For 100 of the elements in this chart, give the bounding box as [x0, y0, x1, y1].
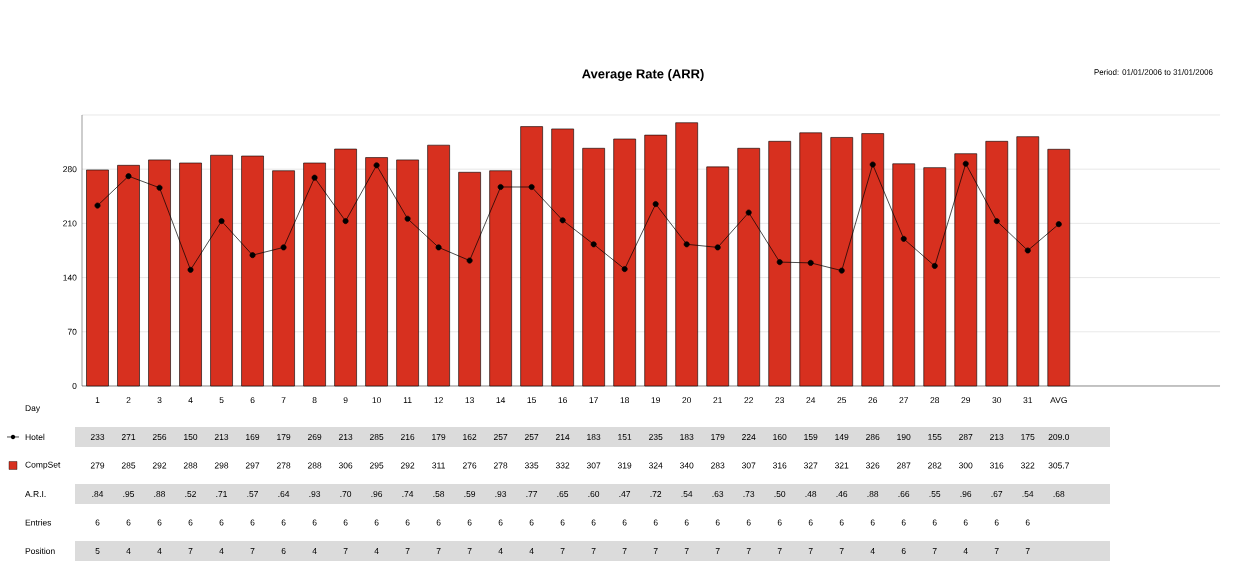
x-tick-label: 20 — [682, 397, 692, 404]
text: 4 — [157, 548, 162, 554]
data-label: 209.0 — [1048, 433, 1070, 440]
text: .58 — [433, 490, 445, 497]
x-tick-label: 31 — [1023, 397, 1033, 404]
text: 4 — [219, 548, 224, 554]
text: .57 — [247, 491, 258, 497]
text: .95 — [123, 490, 135, 497]
x-tick-label: 27 — [899, 397, 909, 404]
data-label: 292 — [400, 462, 415, 469]
text: 6 — [281, 519, 286, 526]
x-tick-label: AVG — [1050, 397, 1067, 404]
text: .68 — [1053, 490, 1065, 497]
x-tick-label: 9 — [343, 397, 348, 404]
text: 6 — [777, 519, 782, 526]
text: .50 — [774, 490, 786, 497]
data-label: 295 — [369, 462, 384, 469]
text: 7 — [591, 548, 596, 554]
x-tick-label: 7 — [281, 397, 286, 403]
x-axis-title: Day — [25, 405, 41, 413]
text: .71 — [216, 491, 227, 497]
text: .72 — [650, 491, 662, 497]
text: 6 — [932, 519, 937, 526]
point — [311, 174, 318, 181]
point — [962, 160, 969, 167]
point — [342, 218, 349, 225]
data-label: 282 — [928, 462, 942, 469]
data-label: 300 — [958, 462, 973, 469]
data-label: 324 — [648, 462, 663, 469]
text: 7 — [808, 548, 813, 554]
text: .84 — [92, 490, 104, 497]
point — [807, 259, 814, 266]
text: .55 — [929, 491, 941, 497]
data-label: 190 — [897, 433, 911, 440]
x-tick-label: 3 — [157, 397, 162, 404]
text: 6 — [157, 519, 162, 526]
text: 6 — [901, 547, 906, 554]
text: A.R.I. — [25, 491, 46, 497]
x-tick-label: 1 — [95, 397, 100, 403]
data-label: 286 — [866, 433, 880, 440]
text: 6 — [219, 519, 224, 526]
text: 6 — [188, 519, 193, 526]
point — [652, 201, 659, 207]
text: 6 — [746, 519, 751, 526]
text: .96 — [960, 490, 972, 497]
text: 6 — [994, 519, 999, 526]
x-tick-label: 19 — [651, 397, 660, 404]
text: 6 — [281, 547, 286, 554]
text: .74 — [402, 491, 414, 497]
text: .63 — [712, 490, 724, 497]
text: 4 — [870, 548, 875, 554]
x-tick-label: 25 — [837, 397, 847, 404]
data-label: 183 — [680, 433, 694, 440]
point — [745, 209, 752, 216]
text: 4 — [529, 548, 534, 554]
text: 6 — [715, 519, 720, 526]
text: 6 — [498, 519, 503, 526]
text: 7 — [715, 548, 720, 554]
data-label: 321 — [834, 462, 849, 469]
data-label: 316 — [772, 462, 787, 469]
text: .88 — [867, 490, 879, 497]
text: .93 — [309, 490, 321, 497]
x-tick-label: 10 — [372, 397, 381, 404]
text: .70 — [340, 490, 352, 497]
text: 6 — [405, 519, 410, 526]
text: 7 — [250, 548, 255, 554]
point — [466, 257, 473, 264]
text: .64 — [278, 490, 290, 497]
data-label: 179 — [711, 433, 725, 440]
text: .67 — [991, 490, 1003, 497]
x-tick-label: 22 — [744, 397, 753, 404]
text: .93 — [495, 490, 507, 497]
data-label: 160 — [773, 433, 787, 440]
text: 4 — [312, 548, 317, 554]
point — [249, 252, 256, 259]
point — [621, 266, 628, 273]
point — [838, 267, 845, 274]
data-label: 162 — [463, 433, 477, 440]
text: 7 — [622, 548, 627, 554]
text: 4 — [374, 548, 379, 554]
text: Position — [25, 547, 55, 555]
data-label: 340 — [679, 462, 694, 469]
text: 7 — [467, 548, 472, 554]
text: Entries — [25, 519, 52, 526]
text: 7 — [839, 548, 844, 554]
text: 6 — [1025, 519, 1030, 526]
text: 6 — [374, 519, 379, 526]
data-label: 183 — [587, 433, 601, 440]
data-label: 311 — [432, 462, 445, 469]
text: .59 — [464, 490, 476, 497]
point — [94, 202, 101, 209]
text: .48 — [805, 490, 817, 497]
text: .47 — [619, 491, 631, 497]
text: 4 — [963, 548, 968, 554]
text: 6 — [95, 519, 100, 526]
y-tick-label: 280 — [63, 166, 77, 173]
data-label: 214 — [555, 434, 570, 440]
x-tick-label: 24 — [806, 397, 816, 404]
data-label: 332 — [555, 462, 570, 469]
data-label: 179 — [432, 433, 446, 440]
